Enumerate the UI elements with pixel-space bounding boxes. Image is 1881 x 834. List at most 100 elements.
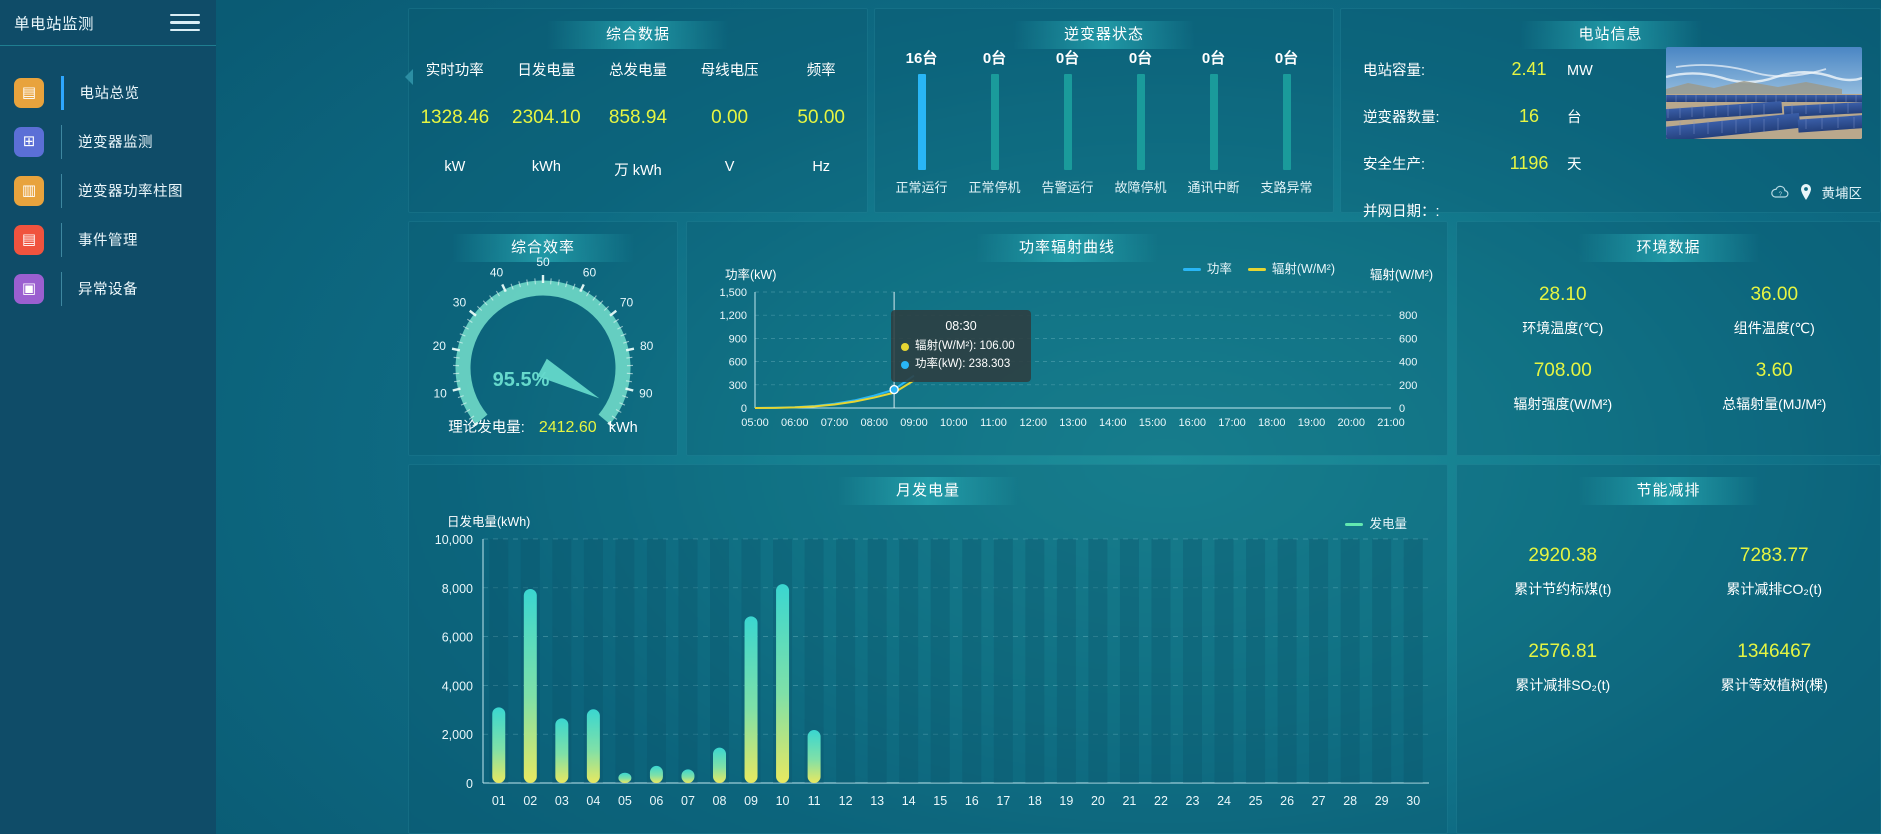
line-y2-tick: 800 (1399, 310, 1417, 322)
inverter-label: 告警运行 (1041, 180, 1094, 195)
line-y2-tick: 0 (1399, 403, 1405, 415)
environment-label: 环境温度(℃) (1522, 320, 1604, 336)
line-y2-tick: 400 (1399, 357, 1417, 369)
bar-x-tick: 15 (933, 794, 947, 808)
energy_saving-item-4: 1346467 累计等效植树(棵) (1669, 641, 1881, 695)
inverter-status-item-6[interactable]: 0台 支路异常 (1253, 47, 1321, 196)
bar-track (1056, 539, 1076, 783)
sidebar-item-5[interactable]: ▣ 异常设备 (0, 264, 216, 313)
bar-y-tick: 6,000 (442, 631, 473, 645)
metric-unit-4: V (724, 159, 735, 175)
bar-item (681, 769, 695, 783)
environment-item-1: 28.10 环境温度(℃) (1457, 284, 1669, 338)
bar-item (555, 718, 569, 783)
environment-value: 28.10 (1538, 284, 1587, 305)
report-icon: ▤ (14, 77, 44, 108)
sidebar-item-1[interactable]: ▤ 电站总览 (0, 68, 216, 117)
inverter-status-item-2[interactable]: 0台 正常停机 (961, 47, 1029, 196)
map-pin-icon (1800, 184, 1812, 200)
metric-unit-3: 万 kWh (614, 163, 662, 179)
inverter-status-item-4[interactable]: 0台 故障停机 (1107, 47, 1175, 196)
bar-x-tick: 05 (618, 794, 632, 808)
bar-x-tick: 22 (1154, 794, 1168, 808)
inverter-bar (1063, 74, 1072, 170)
gauge-tick-label: 90 (639, 387, 653, 401)
environment-value: 36.00 (1750, 284, 1799, 305)
theoretical-generation-unit: kWh (608, 420, 638, 436)
inverter-label: 支路异常 (1260, 180, 1313, 195)
line-x-tick: 14:00 (1099, 417, 1127, 429)
environment-item-2: 36.00 组件温度(℃) (1669, 284, 1881, 338)
line-x-tick: 11:00 (980, 417, 1007, 429)
bar-y-tick: 2,000 (442, 728, 473, 742)
station-info-unit: MW (1567, 63, 1593, 79)
energy_saving-item-3: 2576.81 累计减排SO₂(t) (1457, 641, 1669, 695)
energy_saving-item-2: 7283.77 累计减排CO₂(t) (1669, 545, 1881, 599)
panel-monthly-generation: 月发电量 日发电量(kWh) 发电量 0 2,000 4,000 6,000 8,000… (408, 464, 1448, 834)
line-x-tick: 16:00 (1178, 417, 1206, 429)
bar-x-tick: 14 (902, 794, 916, 808)
sidebar-item-4[interactable]: ▤ 事件管理 (0, 215, 216, 264)
inverter-status-item-3[interactable]: 0台 告警运行 (1034, 47, 1102, 196)
panel-title-station-info: 电站信息 (1519, 21, 1702, 49)
bar-track (1309, 539, 1329, 783)
inverter-status-item-1[interactable]: 16台 正常运行 (888, 47, 956, 196)
metric-label-5: 频率 (806, 63, 836, 79)
panel-title-environment: 环境数据 (1577, 234, 1760, 262)
station-info-label: 安全生产: (1363, 157, 1426, 173)
bar-track (962, 539, 982, 783)
line-x-tick: 10:00 (940, 417, 968, 429)
station-footer: ? 黄埔区 (1770, 182, 1862, 202)
chart-tooltip: 08:30 辐射(W/M²): 106.00 功率(kW): 238.303 (891, 310, 1031, 382)
sidebar-item-divider (61, 75, 64, 110)
energy_saving-value: 7283.77 (1739, 545, 1809, 566)
warning-device-icon: ▣ (14, 273, 44, 304)
gauge-tick-label: 70 (620, 296, 634, 310)
bar-track (836, 539, 856, 783)
line-x-tick: 21:00 (1377, 417, 1405, 429)
line-chart-legend: 功率 辐射(W/M²) (1182, 258, 1335, 277)
inverter-bar (917, 74, 926, 170)
line-y-tick: 1,200 (719, 310, 747, 322)
bar-track (1119, 539, 1139, 783)
bar-track (1183, 539, 1202, 783)
station-photo (1666, 47, 1862, 139)
sidebar-item-2[interactable]: ⊞ 逆变器监测 (0, 117, 216, 166)
bar-x-tick: 06 (649, 794, 663, 808)
bar-track (1277, 539, 1297, 783)
inverter-status-item-5[interactable]: 0台 通讯中断 (1180, 47, 1248, 196)
metric-value-4: 0.00 (711, 107, 749, 128)
legend-item-2[interactable]: 辐射(W/M²) (1247, 258, 1335, 277)
dashboard-main: 综合数据 实时功率 日发电量 总发电量 母线电压 频率 1328.46 2304.10 858… (216, 0, 1881, 834)
bar-track (867, 539, 887, 783)
bar-x-tick: 25 (1249, 794, 1263, 808)
station-info-label: 并网日期：: (1363, 204, 1440, 220)
metric-label-2: 日发电量 (517, 63, 576, 79)
bar-x-tick: 13 (870, 794, 884, 808)
panel-comprehensive-data: 综合数据 实时功率 日发电量 总发电量 母线电压 频率 1328.46 2304.10 858… (405, 8, 868, 213)
panel-title-efficiency: 综合效率 (452, 234, 634, 262)
app-title: 单电站监测 (14, 15, 95, 33)
bar-x-tick: 29 (1375, 794, 1389, 808)
hamburger-icon[interactable] (170, 13, 200, 32)
sidebar-item-divider (61, 271, 62, 306)
event-list-icon: ▤ (14, 224, 44, 255)
cloud-question-icon: ? (1770, 185, 1790, 199)
line-y-tick: 600 (729, 357, 747, 369)
energy_saving-item-1: 2920.38 累计节约标煤(t) (1457, 545, 1669, 599)
bar-track (1403, 539, 1423, 783)
sidebar: 单电站监测 ▤ 电站总览 ⊞ 逆变器监测 ▥ 逆变器功率柱图 ▤ 事件管理 ▣ 异常设备 (0, 0, 216, 834)
panel-environment-data: 环境数据 28.10 环境温度(℃) 36.00 组件温度(℃) 708.00 辐射强度(… (1456, 221, 1881, 456)
environment-item-4: 3.60 总辐射量(MJ/M²) (1669, 360, 1881, 414)
tooltip-bullet-irradiance (901, 343, 909, 352)
line-x-tick: 08:00 (860, 417, 888, 429)
inverter-bar (1136, 74, 1145, 170)
legend-item-1[interactable]: 功率 (1182, 258, 1232, 277)
line-x-tick: 15:00 (1139, 417, 1167, 429)
sidebar-item-3[interactable]: ▥ 逆变器功率柱图 (0, 166, 216, 215)
collapse-arrow-icon[interactable] (397, 69, 413, 85)
gauge-arc (455, 280, 631, 425)
station-info-value: 1196 (1509, 153, 1549, 173)
panel-title-monthly-generation: 月发电量 (837, 477, 1019, 505)
bar-track (1340, 539, 1360, 783)
